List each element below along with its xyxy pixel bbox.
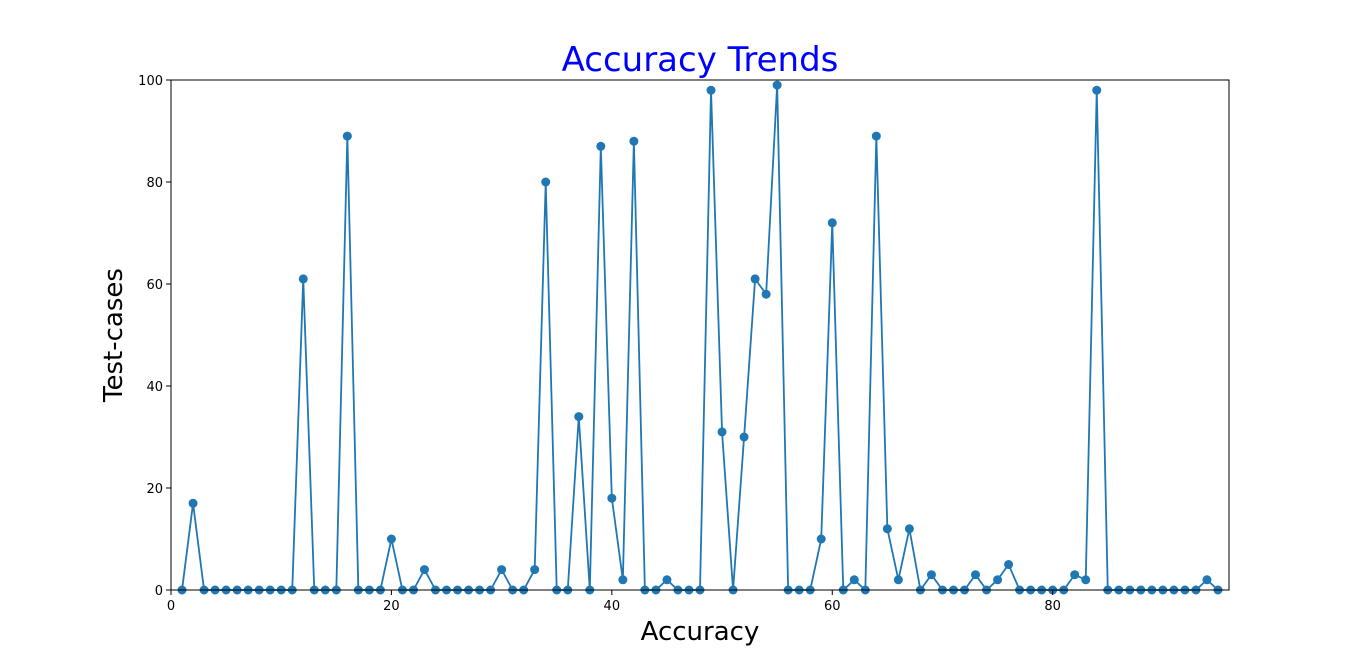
y-tick-label: 20 bbox=[146, 482, 163, 497]
data-point bbox=[993, 575, 1003, 585]
data-point bbox=[662, 575, 672, 585]
data-point bbox=[706, 85, 716, 95]
x-tick-label: 60 bbox=[824, 599, 841, 614]
x-tick-label: 40 bbox=[604, 599, 621, 614]
axes-frame bbox=[170, 79, 1230, 591]
data-point bbox=[574, 412, 584, 422]
data-point bbox=[386, 534, 396, 544]
chart-title: Accuracy Trends bbox=[562, 40, 839, 80]
data-point bbox=[188, 498, 198, 508]
data-point bbox=[618, 575, 628, 585]
y-tick-label: 80 bbox=[146, 176, 163, 191]
y-tick-label: 60 bbox=[146, 278, 163, 293]
data-point bbox=[871, 131, 881, 141]
data-point bbox=[926, 570, 936, 580]
data-point bbox=[717, 427, 727, 437]
data-point bbox=[1202, 575, 1212, 585]
x-axis-label: Accuracy bbox=[641, 617, 760, 647]
x-tick-label: 20 bbox=[383, 599, 400, 614]
data-point bbox=[904, 524, 914, 534]
y-tick-label: 40 bbox=[146, 380, 163, 395]
data-point bbox=[607, 493, 617, 503]
data-point bbox=[419, 565, 429, 575]
x-tick-label: 80 bbox=[1044, 599, 1061, 614]
data-point bbox=[971, 570, 981, 580]
series-line bbox=[181, 85, 1219, 593]
data-point bbox=[739, 432, 749, 442]
data-point bbox=[596, 141, 606, 151]
y-axis-ticks: 0 20 40 60 80 100 bbox=[138, 74, 171, 599]
data-point bbox=[816, 534, 826, 544]
y-axis-label: Test-cases bbox=[99, 268, 129, 403]
data-point bbox=[761, 289, 771, 299]
series-layer bbox=[177, 80, 1223, 595]
data-point bbox=[893, 575, 903, 585]
data-point bbox=[827, 218, 837, 228]
data-point bbox=[629, 136, 639, 146]
plot-area: 0 20 40 60 80 0 20 40 60 80 100 bbox=[138, 74, 1230, 614]
x-tick-label: 0 bbox=[167, 599, 175, 614]
data-point bbox=[298, 274, 308, 284]
y-tick-label: 100 bbox=[138, 74, 163, 89]
data-point bbox=[772, 80, 782, 90]
data-point bbox=[849, 575, 859, 585]
data-point bbox=[1070, 570, 1080, 580]
data-point bbox=[530, 565, 540, 575]
data-point bbox=[541, 177, 551, 187]
data-point bbox=[342, 131, 352, 141]
data-point bbox=[882, 524, 892, 534]
data-point bbox=[1004, 560, 1014, 569]
data-point bbox=[1081, 575, 1091, 585]
data-point bbox=[750, 274, 760, 284]
x-axis-ticks: 0 20 40 60 80 bbox=[167, 590, 1061, 614]
y-tick-label: 0 bbox=[155, 584, 163, 599]
data-point bbox=[497, 565, 507, 575]
data-point bbox=[1092, 85, 1102, 95]
